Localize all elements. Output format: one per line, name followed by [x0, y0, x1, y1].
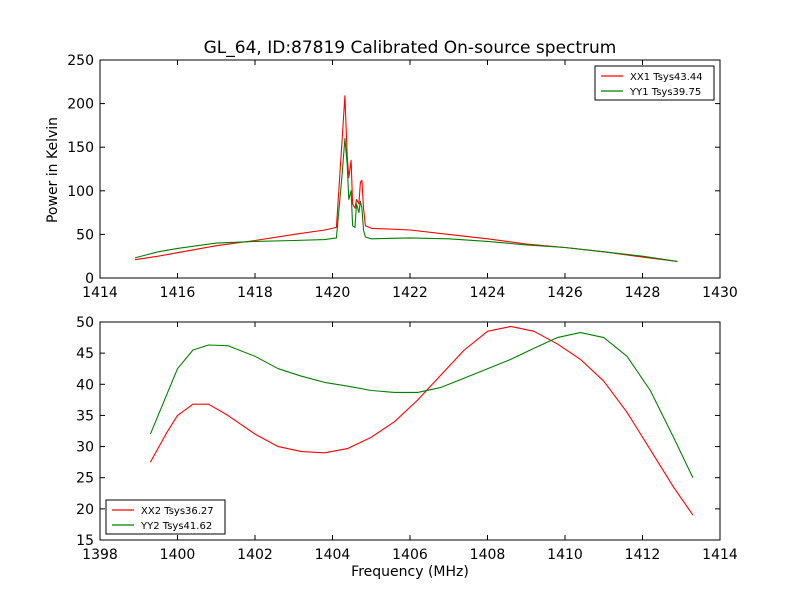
x-tick-label-2-6: 1410	[547, 547, 583, 563]
top-panel: 1414 1416 1418 1420 1422 1424 1426 1428 1430 0 50 1…	[67, 53, 738, 301]
top-y-axis-label: Power in Kelvin	[45, 117, 61, 223]
legend-label-2-2: YY2 Tsys41.62	[140, 521, 212, 532]
y-tick-label-2-2: 25	[76, 471, 94, 487]
x-tick-label-2-3: 1404	[315, 547, 351, 563]
bottom-x-axis-label: Frequency (MHz)	[351, 564, 469, 580]
x-tick-label-2-8: 1414	[702, 547, 738, 563]
x-tick-label-2-7: 1412	[625, 547, 661, 563]
legend-box-1	[594, 65, 715, 101]
y-tick-label-2-7: 50	[76, 315, 94, 331]
legend-label-1-1: XX1 Tsys43.44	[630, 72, 703, 83]
chart-title: GL_64, ID:87819 Calibrated On-source spe…	[204, 38, 617, 58]
y-tick-label-2-0: 15	[76, 533, 94, 549]
y-tick-label-1-1: 50	[76, 227, 94, 243]
y-tick-label-1-4: 200	[67, 97, 94, 113]
x-tick-label-1-6: 1426	[547, 285, 583, 301]
legend-label-2-1: XX2 Tsys36.27	[141, 506, 214, 517]
x-tick-label-2-1: 1400	[160, 547, 196, 563]
x-tick-label-2-0: 1398	[82, 547, 118, 563]
y-tick-label-2-3: 30	[76, 440, 94, 456]
y-tick-label-2-6: 45	[76, 346, 94, 362]
x-tick-label-1-0: 1414	[82, 285, 118, 301]
y-tick-label-1-0: 0	[85, 271, 94, 287]
y-tick-label-2-4: 35	[76, 408, 94, 424]
legend-box-2	[105, 499, 226, 535]
x-tick-label-2-2: 1402	[237, 547, 273, 563]
y-tick-label-1-3: 150	[67, 140, 94, 156]
x-tick-label-1-8: 1430	[702, 285, 738, 301]
x-tick-label-2-4: 1406	[392, 547, 428, 563]
y-tick-label-2-5: 40	[76, 377, 94, 393]
series-line-2-2	[149, 332, 694, 478]
legend-2: XX2 Tsys36.27 YY2 Tsys41.62	[105, 499, 226, 535]
x-tick-label-1-2: 1418	[237, 285, 273, 301]
x-tick-label-1-5: 1424	[470, 285, 506, 301]
y-tick-label-1-2: 100	[67, 184, 94, 200]
x-tick-label-2-5: 1408	[470, 547, 506, 563]
series-line-1-1	[134, 95, 678, 262]
y-tick-label-1-5: 250	[67, 53, 94, 69]
x-tick-label-1-1: 1416	[160, 285, 196, 301]
x-tick-label-1-3: 1420	[315, 285, 351, 301]
legend-label-1-2: YY1 Tsys39.75	[629, 87, 701, 98]
y-tick-label-2-1: 20	[76, 502, 94, 518]
x-tick-label-1-7: 1428	[625, 285, 661, 301]
bottom-panel: 1398 1400 1402 1404 1406 1408 1410 1412 1414 15 20…	[76, 315, 738, 563]
series-line-1-2	[134, 137, 678, 262]
legend-1: XX1 Tsys43.44 YY1 Tsys39.75	[594, 65, 715, 101]
series-line-2-1	[149, 325, 694, 516]
x-tick-label-1-4: 1422	[392, 285, 428, 301]
